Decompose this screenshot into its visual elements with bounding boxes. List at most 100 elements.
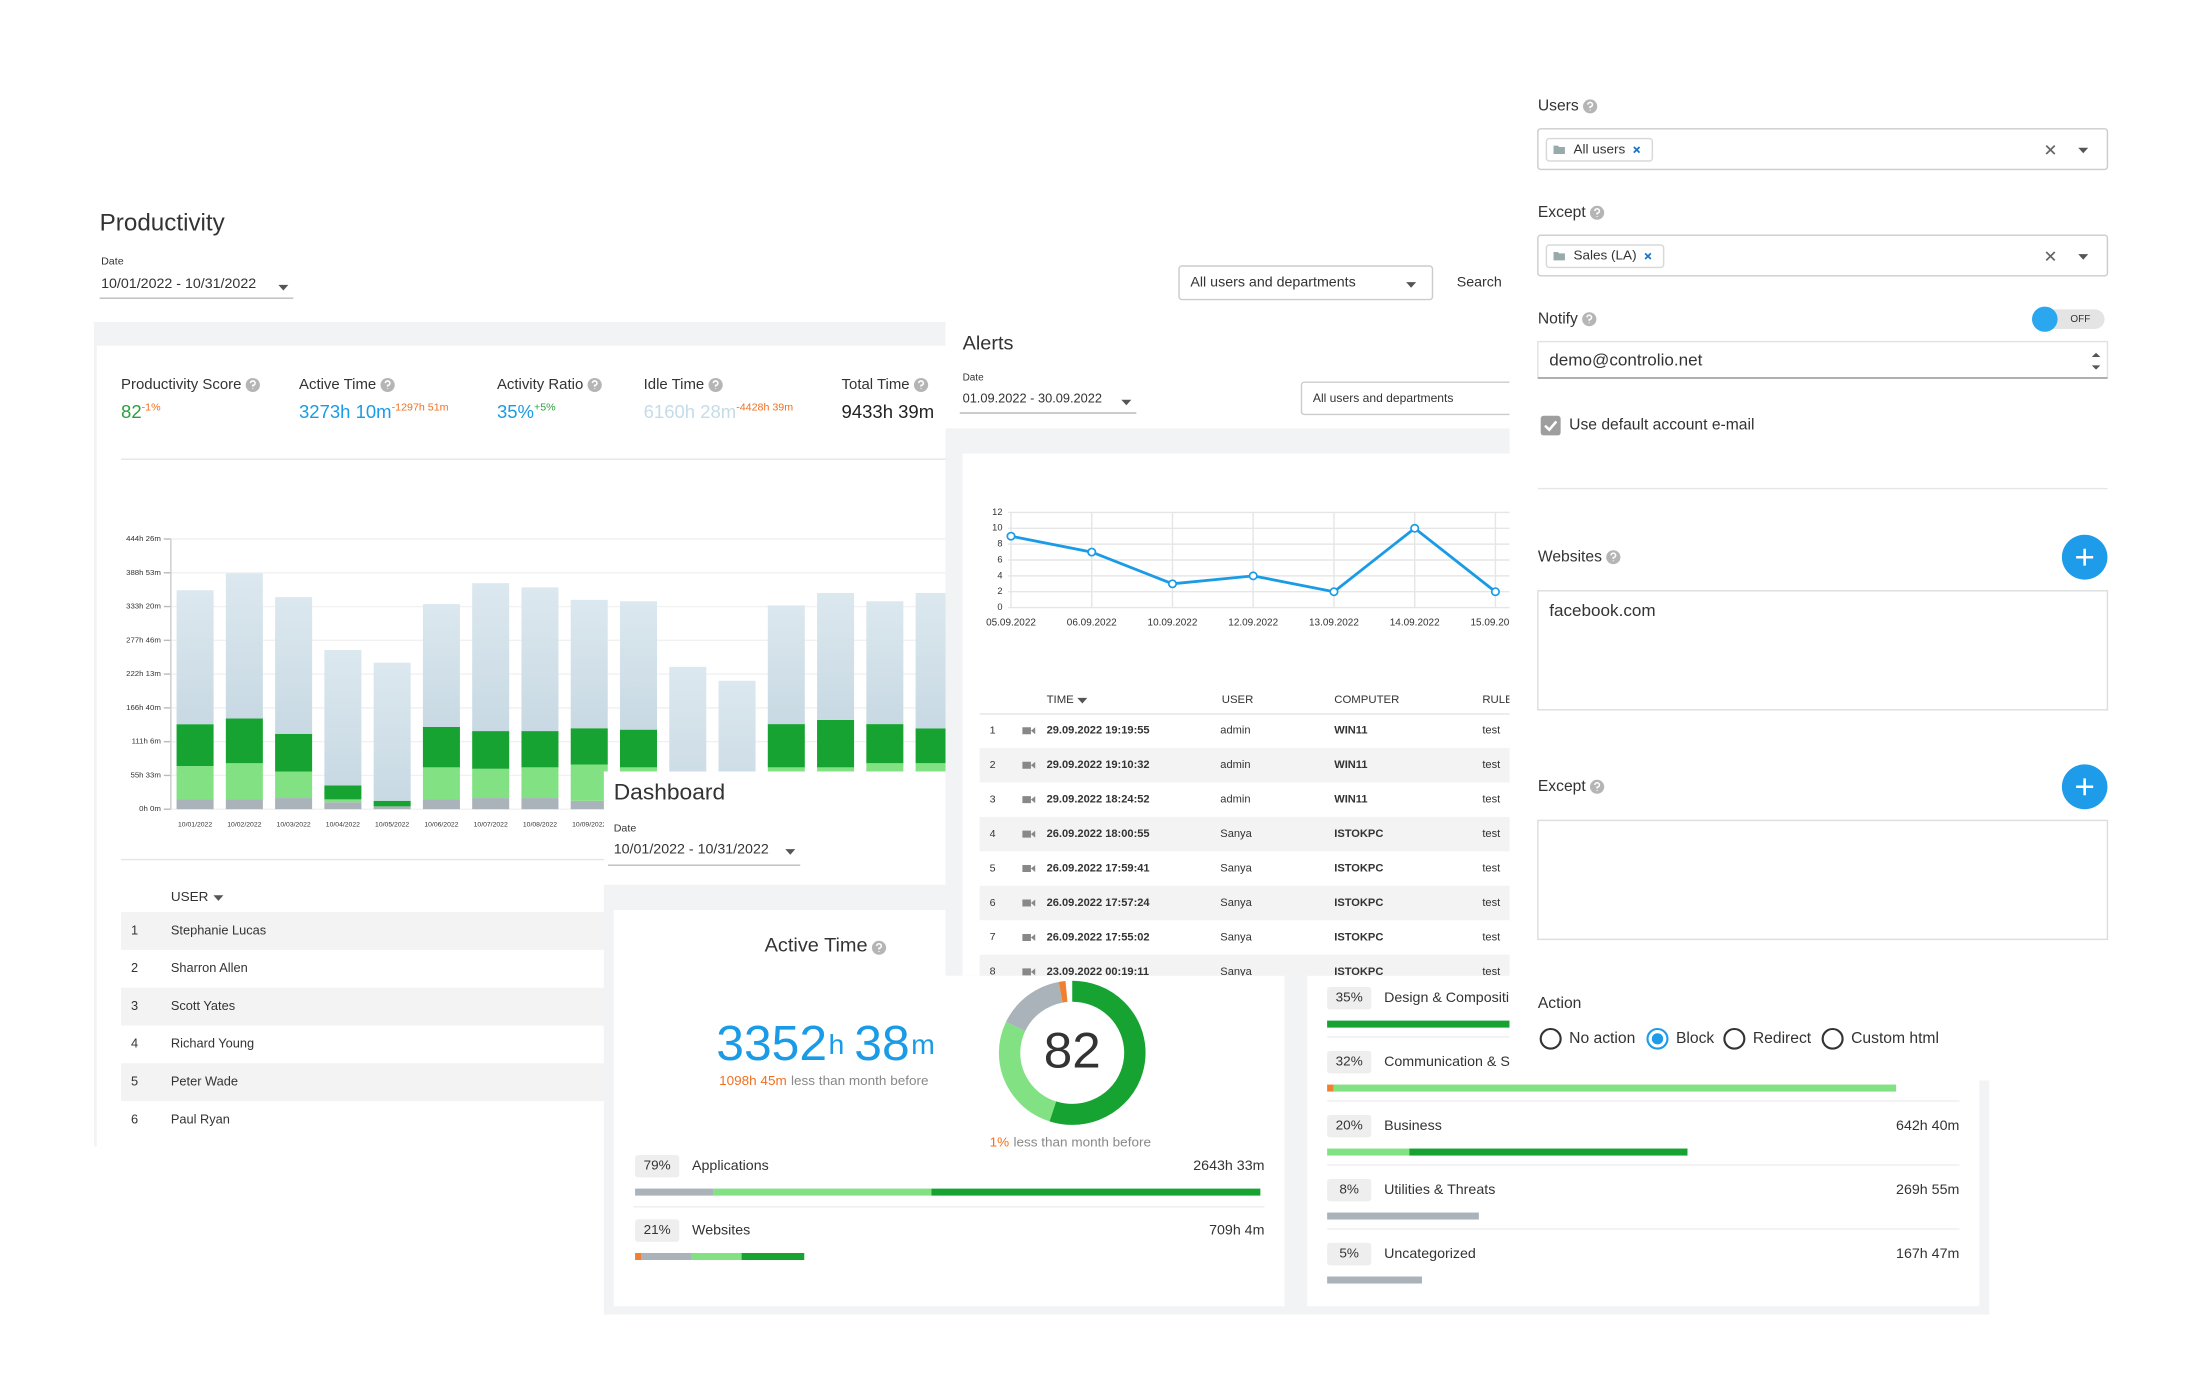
bar-segment[interactable] bbox=[817, 592, 855, 720]
alert-rule[interactable]: test bbox=[1482, 863, 1500, 875]
help-icon[interactable] bbox=[913, 378, 929, 392]
bar-segment[interactable] bbox=[521, 731, 559, 768]
clear-icon[interactable] bbox=[2045, 251, 2056, 261]
bar-segment[interactable] bbox=[521, 798, 559, 810]
alert-rule[interactable]: test bbox=[1482, 897, 1500, 909]
video-icon[interactable] bbox=[1022, 865, 1036, 873]
bar-segment[interactable] bbox=[275, 733, 313, 772]
alert-user[interactable]: Sanya bbox=[1220, 828, 1252, 840]
bar-segment[interactable] bbox=[225, 763, 263, 800]
user-link[interactable]: Sharron Allen bbox=[171, 961, 248, 975]
point[interactable] bbox=[1006, 531, 1016, 541]
bar-segment[interactable] bbox=[225, 573, 263, 719]
user-link[interactable]: Peter Wade bbox=[171, 1075, 238, 1089]
bar-segment[interactable] bbox=[275, 798, 313, 810]
bar-segment[interactable] bbox=[275, 597, 313, 734]
tag[interactable] bbox=[1545, 137, 1654, 162]
bar-segment[interactable] bbox=[472, 731, 510, 769]
bar-segment[interactable] bbox=[324, 650, 362, 786]
video-icon[interactable] bbox=[1022, 899, 1036, 907]
dropdown-caret[interactable] bbox=[2078, 147, 2089, 154]
alert-user[interactable]: admin bbox=[1220, 794, 1250, 806]
point[interactable] bbox=[1087, 547, 1097, 557]
user-link[interactable]: Paul Ryan bbox=[171, 1112, 230, 1126]
video-icon[interactable] bbox=[1022, 761, 1036, 769]
bar-segment[interactable] bbox=[472, 798, 510, 810]
clear-icon[interactable] bbox=[1633, 146, 1641, 154]
dropdown-caret[interactable] bbox=[1406, 282, 1417, 288]
video-icon[interactable] bbox=[1022, 796, 1036, 804]
bar-segment[interactable] bbox=[176, 766, 214, 800]
bar-segment[interactable] bbox=[422, 604, 460, 727]
help-icon[interactable] bbox=[708, 378, 723, 392]
alert-rule[interactable]: test bbox=[1482, 725, 1500, 737]
alert-rule[interactable]: test bbox=[1482, 966, 1500, 978]
bar-segment[interactable] bbox=[472, 768, 510, 799]
bar-segment[interactable] bbox=[422, 726, 460, 768]
bar-segment[interactable] bbox=[373, 806, 411, 810]
point[interactable] bbox=[1410, 523, 1420, 533]
tag[interactable] bbox=[1545, 244, 1665, 269]
toggle-knob[interactable] bbox=[2031, 306, 2058, 332]
help-icon[interactable] bbox=[1583, 99, 1598, 114]
video-icon[interactable] bbox=[1022, 830, 1036, 838]
bar-segment[interactable] bbox=[619, 729, 658, 768]
bar-segment[interactable] bbox=[176, 724, 214, 767]
bar-segment[interactable] bbox=[373, 800, 411, 807]
alert-rule[interactable]: test bbox=[1482, 794, 1500, 806]
dropdown-caret[interactable] bbox=[1121, 399, 1132, 406]
filter-select[interactable] bbox=[1300, 381, 1529, 416]
radio[interactable] bbox=[1723, 1027, 1746, 1050]
help-icon[interactable] bbox=[587, 378, 602, 392]
help-icon[interactable] bbox=[245, 378, 260, 392]
bar-segment[interactable] bbox=[619, 601, 658, 730]
bar-segment[interactable] bbox=[324, 799, 362, 803]
user-link[interactable]: Scott Yates bbox=[171, 999, 235, 1013]
bar-segment[interactable] bbox=[767, 724, 805, 768]
bar-segment[interactable] bbox=[866, 724, 904, 764]
bar-segment[interactable] bbox=[767, 605, 805, 725]
checkbox[interactable] bbox=[1540, 415, 1561, 436]
alert-rule[interactable]: test bbox=[1482, 759, 1500, 771]
bar-segment[interactable] bbox=[521, 587, 559, 732]
help-icon[interactable] bbox=[871, 940, 887, 955]
point[interactable] bbox=[1490, 587, 1500, 597]
alert-user[interactable]: admin bbox=[1220, 759, 1250, 771]
radio[interactable] bbox=[1539, 1027, 1562, 1050]
bar-segment[interactable] bbox=[176, 799, 214, 810]
clear-icon[interactable] bbox=[2045, 145, 2056, 155]
websites-textarea[interactable] bbox=[1537, 590, 2109, 711]
point[interactable] bbox=[1248, 571, 1258, 581]
bar-segment[interactable] bbox=[176, 590, 214, 725]
video-icon[interactable] bbox=[1022, 727, 1036, 735]
bar-segment[interactable] bbox=[225, 799, 263, 810]
alert-user[interactable]: Sanya bbox=[1220, 897, 1252, 909]
help-icon[interactable] bbox=[1589, 205, 1605, 220]
bar-segment[interactable] bbox=[521, 767, 559, 799]
except-textarea[interactable] bbox=[1537, 819, 2109, 941]
point[interactable] bbox=[1167, 579, 1178, 589]
radio[interactable] bbox=[1821, 1027, 1844, 1050]
help-icon[interactable] bbox=[380, 378, 395, 392]
multi-select[interactable] bbox=[1537, 234, 2109, 277]
bar-segment[interactable] bbox=[817, 719, 855, 768]
bar-segment[interactable] bbox=[422, 767, 460, 800]
alert-user[interactable]: admin bbox=[1220, 725, 1250, 737]
video-icon[interactable] bbox=[1022, 968, 1036, 976]
user-link[interactable]: Richard Young bbox=[171, 1037, 254, 1051]
multi-select[interactable] bbox=[1537, 128, 2109, 171]
dropdown-caret[interactable] bbox=[2078, 254, 2089, 260]
help-icon[interactable] bbox=[1582, 312, 1597, 327]
help-icon[interactable] bbox=[1606, 550, 1621, 565]
dropdown-caret[interactable] bbox=[785, 849, 796, 855]
alert-user[interactable]: Sanya bbox=[1220, 966, 1252, 978]
bar-segment[interactable] bbox=[373, 662, 411, 801]
video-icon[interactable] bbox=[1022, 933, 1036, 941]
dropdown-caret[interactable] bbox=[1077, 697, 1088, 704]
bar-segment[interactable] bbox=[570, 764, 608, 801]
bar-segment[interactable] bbox=[422, 799, 460, 810]
user-link[interactable]: Stephanie Lucas bbox=[171, 923, 266, 937]
help-icon[interactable] bbox=[1589, 779, 1605, 794]
bar-segment[interactable] bbox=[324, 785, 362, 800]
bar-segment[interactable] bbox=[324, 802, 362, 810]
